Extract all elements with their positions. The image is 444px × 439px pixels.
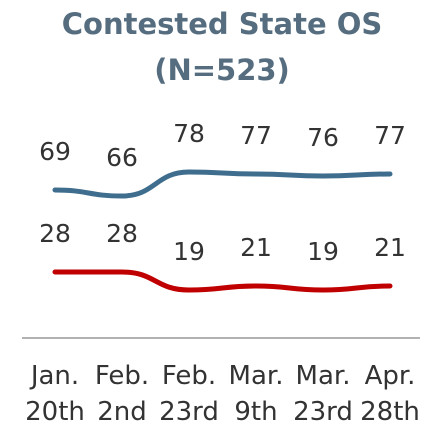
x-tick-label: Feb. 23rd xyxy=(159,361,219,427)
x-tick-label: Mar. 23rd xyxy=(293,361,353,427)
x-tick-label: Feb. 2nd xyxy=(94,361,150,427)
series-line xyxy=(52,169,393,199)
data-label: 19 xyxy=(307,237,339,266)
chart-subtitle: (N=523) xyxy=(154,53,290,87)
chart-title: Contested State OS xyxy=(62,7,383,41)
data-label: 28 xyxy=(39,219,71,248)
data-label: 66 xyxy=(106,143,138,172)
x-tick-label: Jan. 20th xyxy=(25,361,85,427)
data-label: 76 xyxy=(307,123,339,152)
data-label: 77 xyxy=(374,121,406,150)
data-label: 28 xyxy=(106,219,138,248)
data-label: 19 xyxy=(173,237,205,266)
series-line xyxy=(52,269,393,293)
data-label: 21 xyxy=(374,233,406,262)
x-tick-label: Apr. 28th xyxy=(360,361,420,427)
data-label: 77 xyxy=(240,121,272,150)
data-label: 21 xyxy=(240,233,272,262)
x-tick-label: Mar. 9th xyxy=(228,361,284,427)
data-label: 78 xyxy=(173,119,205,148)
data-label: 69 xyxy=(39,137,71,166)
